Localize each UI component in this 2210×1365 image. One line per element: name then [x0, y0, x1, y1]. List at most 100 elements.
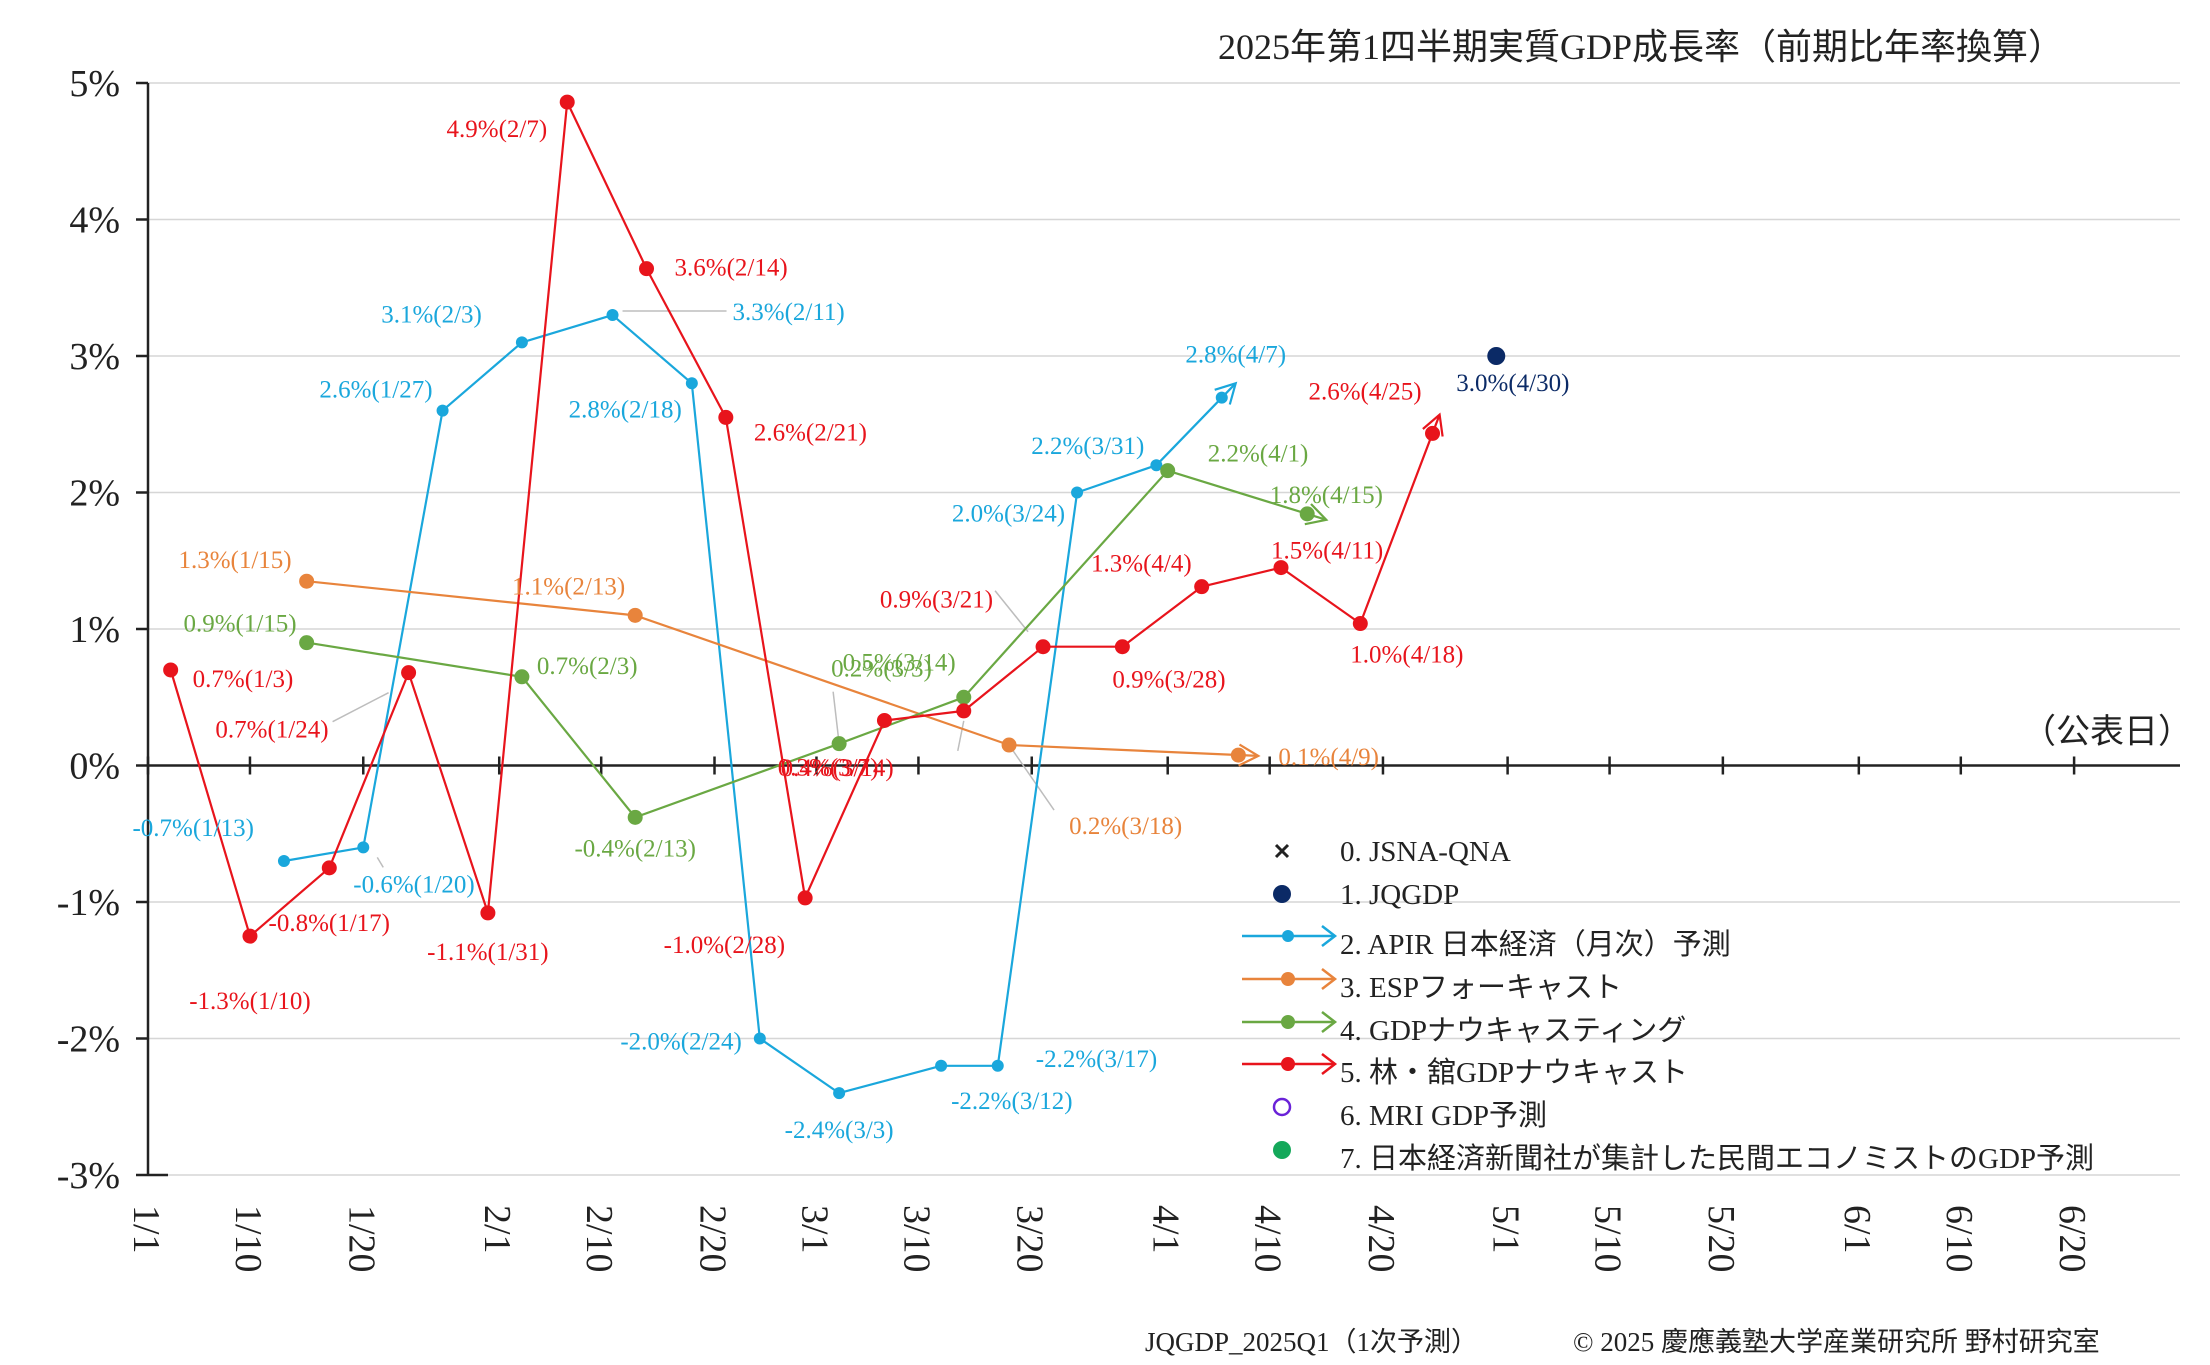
series-line — [306, 580, 1259, 757]
data-point — [1487, 347, 1506, 365]
y-tick-label: 4% — [69, 200, 120, 242]
data-point — [956, 703, 972, 719]
x-tick-label: 2/20 — [692, 1205, 734, 1273]
data-label: 0.1%(4/9) — [1278, 744, 1379, 771]
label-leader — [332, 692, 389, 723]
data-point — [956, 689, 972, 705]
x-tick-label: 5/20 — [1700, 1205, 1742, 1273]
data-label: 0.3%(3/7) — [778, 754, 879, 781]
label-leader — [832, 691, 840, 744]
data-label: -0.6%(1/20) — [353, 871, 475, 898]
data-point — [1299, 506, 1315, 522]
grid-lines — [148, 82, 2180, 1176]
data-point — [627, 607, 643, 623]
legend-label: 2. APIR 日本経済（月次）予測 — [1340, 929, 1731, 962]
data-point — [277, 855, 290, 868]
data-point — [559, 94, 575, 110]
legend-item-hayashi-tachi: 5. 林・舘GDPナウキャスト — [1242, 1045, 2202, 1089]
arrow-head — [1422, 412, 1444, 437]
legend-label: 3. ESPフォーキャスト — [1340, 972, 1622, 1005]
x-tick-label: 4/10 — [1247, 1205, 1289, 1273]
data-label: -0.4%(2/13) — [574, 835, 696, 862]
y-tick-label: -1% — [57, 882, 120, 924]
data-label: -1.3%(1/10) — [189, 988, 311, 1015]
data-label: 3.6%(2/14) — [675, 255, 788, 282]
chart-legend: 0. JSNA-QNA 1. JQGDP 2. APIR 日本経済（月次）予測 … — [1242, 832, 2202, 1175]
data-label: -0.7%(1/13) — [132, 815, 254, 842]
line-arrow-icon — [1242, 1010, 1338, 1033]
x-tick-label: 6/20 — [2051, 1205, 2093, 1273]
data-point — [639, 261, 655, 277]
x-tick-label: 2/1 — [476, 1205, 518, 1254]
data-label: 2.2%(3/31) — [1031, 433, 1144, 460]
legend-item-apir: 2. APIR 日本経済（月次）予測 — [1242, 917, 2202, 962]
y-tick-label: -3% — [57, 1155, 120, 1197]
data-label: 3.0%(4/30) — [1456, 370, 1569, 397]
data-label: 0.2%(3/3) — [831, 656, 932, 683]
series-line — [169, 101, 1441, 938]
x-tick-label: 1/10 — [227, 1205, 269, 1273]
data-label: 1.3%(4/4) — [1091, 551, 1192, 578]
data-label: 2.2%(4/1) — [1208, 441, 1309, 468]
data-point — [1215, 391, 1228, 404]
data-label: -0.8%(1/17) — [269, 910, 391, 937]
data-point — [1150, 459, 1163, 472]
open-circle-icon — [1272, 1097, 1292, 1117]
chart-title: 2025年第1四半期実質GDP成長率（前期比年率換算） — [1218, 27, 2065, 67]
x-tick-label: 5/10 — [1587, 1205, 1629, 1273]
y-tick-label: 3% — [69, 336, 120, 378]
x-axis-title: （公表日） — [2022, 714, 2192, 751]
y-tick-label: 1% — [69, 609, 120, 651]
data-label: 0.9%(3/21) — [880, 587, 993, 614]
data-label: 2.6%(4/25) — [1308, 379, 1421, 406]
data-point — [991, 1059, 1004, 1072]
x-marker-icon — [1274, 843, 1290, 859]
data-labels: 3.0%(4/30) -0.7%(1/13) -0.6%(1/20) 2.6%(1/2… — [132, 116, 1569, 1144]
x-tick-label: 3/10 — [895, 1205, 937, 1273]
legend-item-nikkei: 7. 日本経済新聞社が集計した民間エコノミストのGDP予測 — [1242, 1131, 2202, 1175]
data-label: 0.7%(1/3) — [193, 666, 294, 693]
line-arrow-icon — [1242, 968, 1338, 991]
data-point — [1160, 463, 1176, 479]
legend-item-gdp-nowcasting: 4. GDPナウキャスティング — [1242, 1003, 2202, 1047]
data-point — [718, 409, 734, 425]
data-point — [935, 1059, 948, 1072]
arrow-head — [1238, 743, 1261, 767]
x-tick-label: 3/1 — [793, 1205, 835, 1254]
data-label: 2.6%(1/27) — [319, 377, 432, 404]
data-point — [357, 841, 370, 854]
data-label: 1.0%(4/18) — [1350, 642, 1463, 669]
data-point — [876, 712, 892, 728]
data-point — [514, 669, 530, 685]
data-label: 1.5%(4/11) — [1271, 538, 1383, 565]
x-tick-label: 1/20 — [340, 1205, 382, 1273]
x-tick-label: 4/1 — [1145, 1205, 1187, 1254]
data-point — [1071, 486, 1084, 499]
data-point — [321, 860, 337, 876]
data-label: 2.0%(3/24) — [952, 501, 1065, 528]
data-label: 0.2%(3/18) — [1069, 813, 1182, 840]
data-point — [436, 404, 449, 417]
data-label: -1.1%(1/31) — [427, 939, 549, 966]
data-point — [163, 662, 179, 678]
legend-item-mri: 6. MRI GDP予測 — [1242, 1088, 2202, 1132]
data-point — [606, 309, 619, 322]
series-points — [163, 94, 1506, 1100]
dot-marker-icon — [1273, 1140, 1291, 1159]
arrow-head — [1214, 381, 1238, 405]
data-label: -2.2%(3/17) — [1036, 1046, 1158, 1073]
label-leader — [957, 720, 965, 752]
label-leader-lines — [332, 310, 1055, 868]
line-arrow-icon — [1242, 1053, 1338, 1076]
data-label: 0.9%(3/28) — [1112, 667, 1225, 694]
data-point — [1114, 639, 1130, 655]
label-leader — [1008, 744, 1055, 811]
x-tick-label: 6/10 — [1938, 1205, 1980, 1273]
data-label: 1.1%(2/13) — [512, 573, 625, 600]
legend-item-jqgdp: 1. JQGDP — [1242, 875, 2202, 918]
line-arrow-icon — [1242, 925, 1338, 948]
data-label: 0.7%(2/3) — [537, 653, 638, 680]
data-label: -2.2%(3/12) — [951, 1088, 1073, 1115]
label-leader — [376, 857, 384, 868]
data-point — [1035, 639, 1051, 655]
